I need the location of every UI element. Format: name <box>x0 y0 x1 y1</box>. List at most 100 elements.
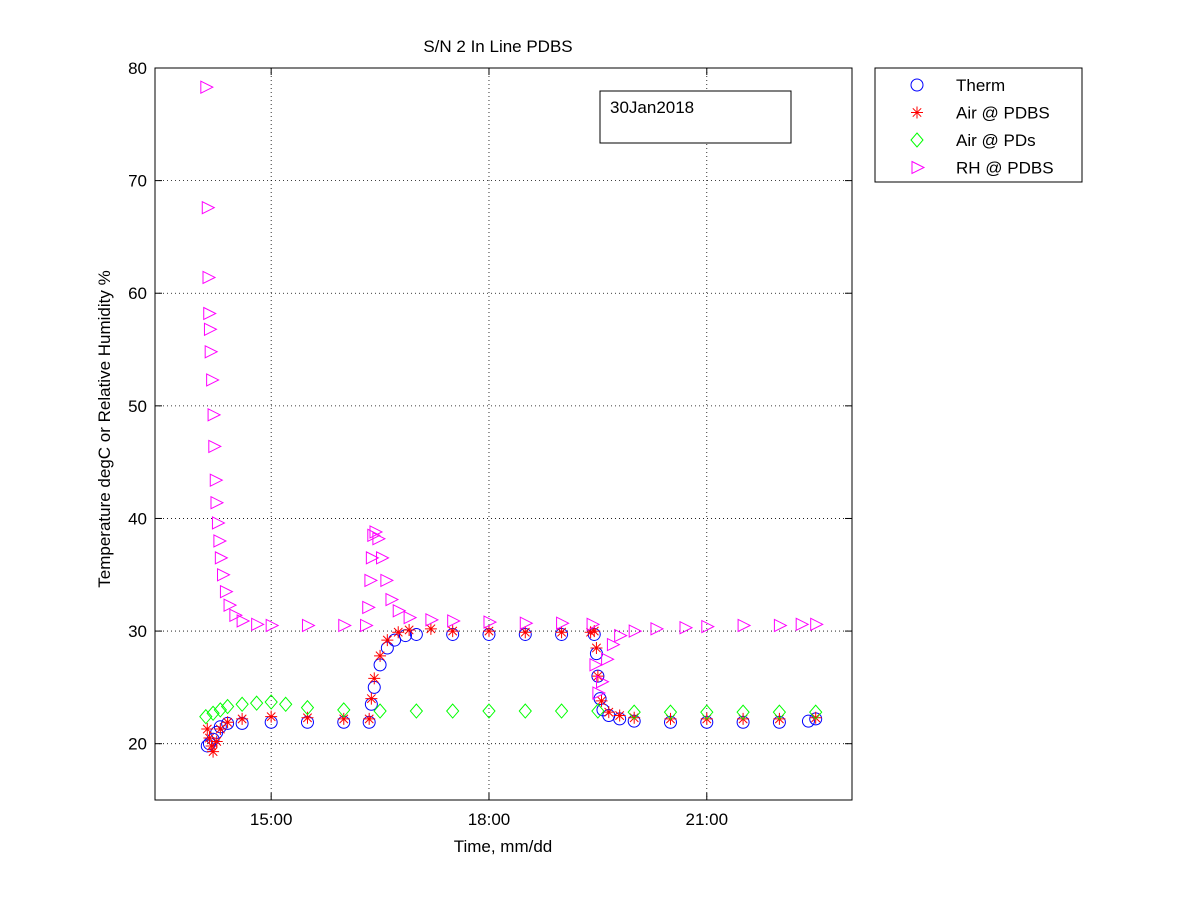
data-point <box>279 696 293 713</box>
series-rh-pdbs <box>200 80 824 700</box>
data-point <box>363 712 376 725</box>
legend-marker <box>911 160 926 175</box>
x-axis-label: Time, mm/dd <box>454 837 553 856</box>
chart-title: S/N 2 In Line PDBS <box>423 37 572 56</box>
data-point <box>403 610 418 625</box>
legend-marker <box>911 106 923 119</box>
data-point <box>204 344 219 359</box>
y-tick-label: 50 <box>128 397 147 416</box>
data-point <box>596 674 610 689</box>
data-point <box>264 694 278 710</box>
data-point <box>365 692 378 705</box>
data-point <box>211 516 226 530</box>
data-point <box>300 699 315 716</box>
data-point <box>385 592 400 607</box>
legend-label: Air @ PDBS <box>956 104 1050 123</box>
data-point <box>591 703 605 719</box>
data-point <box>301 618 316 633</box>
data-point <box>810 617 824 632</box>
data-point <box>367 528 381 543</box>
data-point <box>249 695 264 711</box>
data-point <box>602 706 615 719</box>
data-point <box>251 617 265 632</box>
data-point <box>205 739 218 752</box>
data-point <box>614 628 628 643</box>
data-point <box>235 696 249 713</box>
data-point <box>338 618 352 633</box>
data-point <box>628 711 641 724</box>
data-point <box>265 618 280 633</box>
data-point <box>447 614 461 628</box>
data-point <box>409 627 423 641</box>
data-point <box>199 708 213 725</box>
data-point <box>206 705 220 722</box>
data-point <box>590 641 603 654</box>
data-point <box>772 704 787 720</box>
data-point <box>208 439 222 454</box>
data-point <box>736 704 750 720</box>
data-point <box>372 531 387 546</box>
data-point <box>589 658 604 672</box>
data-point <box>701 619 715 634</box>
legend: Therm Air @ PDBS Air @ PDs RH @ PDBS <box>874 67 1083 183</box>
legend-marker <box>910 132 924 148</box>
legend-label: Therm <box>956 76 1005 95</box>
data-point <box>201 200 216 215</box>
data-point <box>207 745 220 758</box>
y-tick-label: 40 <box>128 509 147 528</box>
legend-marker <box>910 78 924 92</box>
y-tick-label: 20 <box>128 735 147 754</box>
data-point <box>236 712 249 725</box>
data-point <box>221 716 234 729</box>
data-point <box>202 270 217 285</box>
data-point <box>737 618 752 633</box>
data-point <box>773 618 788 633</box>
data-point <box>337 712 350 725</box>
data-point <box>650 622 665 636</box>
data-point <box>482 703 496 719</box>
data-point <box>483 615 498 629</box>
data-point <box>679 620 694 635</box>
data-point <box>374 649 387 662</box>
annotation-text: 30Jan2018 <box>610 98 694 117</box>
data-point <box>203 322 218 337</box>
data-point <box>595 694 608 707</box>
data-point <box>220 698 235 715</box>
data-point <box>801 714 815 728</box>
data-point <box>213 534 228 548</box>
data-point <box>809 711 822 724</box>
data-layer <box>199 80 824 758</box>
data-point <box>210 495 225 510</box>
data-point <box>368 672 381 685</box>
annotation-box: 30Jan2018 <box>599 90 792 144</box>
annotation-frame <box>599 90 792 144</box>
data-point <box>203 306 217 321</box>
data-point <box>795 617 810 632</box>
x-tick-label: 21:00 <box>686 810 729 829</box>
legend-item: Therm <box>910 76 1005 95</box>
legend-item: Air @ PDBS <box>911 104 1050 123</box>
data-point <box>482 625 495 638</box>
data-point <box>519 626 532 639</box>
data-point <box>213 702 228 718</box>
axis-ticks: 20 30 40 50 60 70 80 15:00 18:00 21:00 <box>128 59 852 829</box>
data-point <box>627 704 641 720</box>
y-tick-label: 60 <box>128 284 147 303</box>
data-point <box>555 626 568 639</box>
data-point <box>206 373 220 387</box>
data-point <box>663 704 678 720</box>
data-point <box>601 652 615 667</box>
data-point <box>364 573 379 588</box>
data-point <box>365 551 380 565</box>
data-point <box>360 618 374 633</box>
data-point <box>613 709 626 722</box>
legend-label: RH @ PDBS <box>956 159 1054 178</box>
data-point <box>376 551 390 565</box>
data-point <box>201 723 214 736</box>
data-point <box>446 625 459 638</box>
data-point <box>203 732 216 745</box>
y-tick-label: 30 <box>128 622 147 641</box>
data-point <box>219 584 234 599</box>
data-point <box>628 624 643 638</box>
data-point <box>214 551 229 565</box>
